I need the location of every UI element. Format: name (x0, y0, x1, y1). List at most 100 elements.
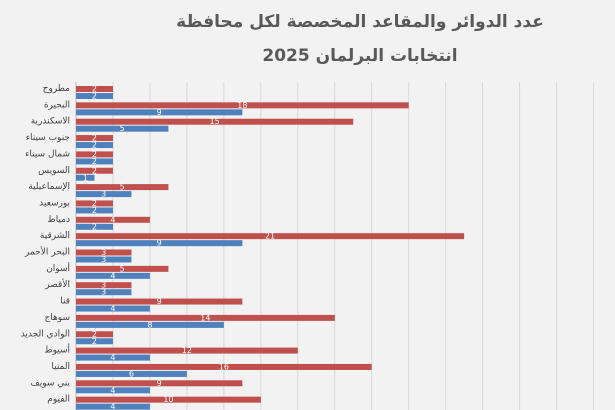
data-label: 16 (219, 362, 229, 371)
bar-districts (76, 321, 224, 328)
data-label: 5 (120, 124, 125, 133)
chart-title-line2: انتخابات البرلمان 2025 (262, 46, 457, 66)
bar-seats (76, 200, 113, 207)
data-label: 2 (92, 337, 97, 346)
bar-seats (76, 347, 298, 354)
category-label: قنا (60, 297, 70, 307)
category-label: أسيوط (44, 344, 70, 356)
data-label: 18 (237, 101, 247, 110)
bar-districts (76, 142, 113, 149)
category-labels: مطروح البحيرة الاسكندرية جنوب سيناء شمال سين… (21, 84, 70, 405)
category-label: شمال سيناء (25, 149, 70, 159)
data-label: 2 (92, 134, 97, 143)
bar-seats (76, 265, 169, 272)
bar-districts (76, 256, 132, 263)
data-label: 2 (92, 92, 97, 101)
data-label: 2 (92, 166, 97, 175)
category-label: بني سويف (30, 378, 70, 388)
category-label: البحر الأحمر (24, 246, 70, 258)
category-label: سوهاج (45, 313, 71, 323)
bar-districts (76, 354, 150, 361)
category-label: السويس (38, 166, 70, 176)
data-label: 4 (110, 386, 115, 395)
bar-seats (76, 233, 465, 240)
data-label: 12 (182, 346, 192, 355)
data-label: 4 (110, 353, 115, 362)
bar-seats (76, 135, 113, 142)
data-label: 4 (110, 402, 115, 410)
category-label: المنيا (51, 362, 70, 372)
data-label: 9 (157, 239, 162, 248)
bars: 2218915522222153224221933543394148221241… (76, 85, 465, 410)
data-label: 3 (101, 255, 106, 264)
data-label: 2 (92, 330, 97, 339)
bar-seats (76, 102, 409, 109)
bar-districts (76, 174, 95, 181)
chart-title-line1: عدد الدوائر والمقاعد المخصصة لكل محافظة (176, 12, 544, 32)
data-label: 9 (157, 297, 162, 306)
data-label: 9 (157, 108, 162, 117)
bar-districts (76, 223, 113, 230)
data-label: 4 (110, 304, 115, 313)
bar-districts (76, 338, 113, 345)
category-label: أسوان (46, 262, 70, 274)
bar-seats (76, 282, 132, 289)
data-label: 2 (92, 141, 97, 150)
data-label: 10 (163, 395, 173, 404)
category-label: الوادي الجديد (21, 329, 70, 339)
bar-seats (76, 380, 243, 387)
data-label: 2 (92, 199, 97, 208)
data-label: 3 (101, 281, 106, 290)
data-label: 2 (92, 85, 97, 94)
category-label: دمياط (47, 215, 70, 225)
data-label: 3 (101, 288, 106, 297)
data-label: 9 (157, 379, 162, 388)
bar-seats (76, 118, 354, 125)
bar-seats (76, 249, 132, 256)
category-label: جنوب سيناء (26, 133, 70, 143)
bar-seats (76, 331, 113, 338)
data-label: 2 (92, 150, 97, 159)
bar-seats (76, 167, 113, 174)
data-label: 6 (129, 369, 134, 378)
bar-seats (76, 151, 113, 158)
data-label: 3 (101, 190, 106, 199)
bar-districts (76, 109, 243, 116)
bar-districts (76, 289, 132, 296)
category-label: البحيرة (44, 100, 70, 110)
bar-districts (76, 403, 150, 410)
category-label: الأقصر (44, 278, 70, 290)
category-label: مطروح (43, 84, 71, 94)
bar-districts (76, 125, 169, 132)
data-label: 2 (92, 206, 97, 215)
category-label: الشرقية (40, 231, 70, 241)
category-label: بورسعيد (39, 198, 70, 208)
category-label: الفيوم (47, 395, 70, 405)
data-label: 15 (210, 117, 220, 126)
bar-districts (76, 191, 132, 198)
bar-seats (76, 396, 261, 403)
gridlines (75, 82, 595, 410)
data-label: 2 (92, 157, 97, 166)
bar-districts (76, 158, 113, 165)
bar-districts (76, 370, 187, 377)
data-label: 5 (120, 264, 125, 273)
bar-districts (76, 240, 243, 247)
data-label: 21 (265, 232, 275, 241)
category-label: الاسكندرية (31, 117, 70, 127)
data-label: 14 (200, 313, 210, 322)
bar-seats (76, 86, 113, 92)
bar-districts (76, 207, 113, 214)
data-label: 3 (101, 248, 106, 257)
data-label: 2 (92, 222, 97, 231)
data-label: 5 (120, 183, 125, 192)
bar-seats (76, 298, 243, 305)
data-label: 8 (147, 320, 152, 329)
bar-seats (76, 216, 150, 223)
bar-seats (76, 184, 169, 191)
bar-seats (76, 314, 335, 321)
bar-seats (76, 363, 372, 370)
bar-districts (76, 387, 150, 394)
data-label: 4 (110, 271, 115, 280)
